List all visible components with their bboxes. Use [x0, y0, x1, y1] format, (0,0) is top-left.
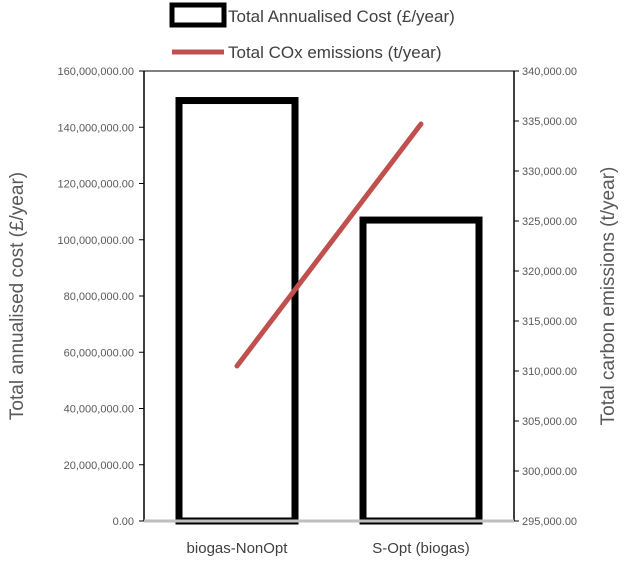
legend-swatch-cost: [169, 2, 227, 28]
right-axis-title: Total carbon emissions (t/year): [598, 167, 619, 426]
legend: Total Annualised Cost (£/year) Total COx…: [169, 2, 455, 62]
right-tick-label: 340,000.00: [522, 66, 577, 78]
right-tick-label: 310,000.00: [522, 366, 577, 378]
right-axis-ticks: 295,000.00 300,000.00 305,000.00 310,000.00…: [514, 66, 577, 528]
left-axis-ticks: 0.00 20,000,000.00 40,000,000.00 60,000,000…: [58, 66, 144, 528]
left-tick-label: 80,000,000.00: [64, 291, 134, 303]
right-tick-label: 300,000.00: [522, 466, 577, 478]
right-tick-label: 325,000.00: [522, 216, 577, 228]
category-label-s-opt-biogas: S-Opt (biogas): [372, 540, 470, 557]
bar-s-opt-biogas: [359, 216, 483, 525]
left-axis-title: Total annualised cost (£/year): [7, 172, 28, 420]
right-tick-label: 305,000.00: [522, 416, 577, 428]
right-tick-label: 315,000.00: [522, 316, 577, 328]
right-tick-label: 295,000.00: [522, 516, 577, 528]
left-tick-label: 60,000,000.00: [64, 347, 134, 359]
left-tick-label: 0.00: [113, 516, 134, 528]
legend-label-cost: Total Annualised Cost (£/year): [228, 7, 455, 26]
bar-biogas-nonopt: [175, 97, 299, 525]
left-tick-label: 140,000,000.00: [58, 122, 134, 134]
right-tick-label: 320,000.00: [522, 266, 577, 278]
right-tick-label: 330,000.00: [522, 166, 577, 178]
left-tick-label: 40,000,000.00: [64, 404, 134, 416]
emissions-line: [234, 121, 424, 369]
legend-label-emissions: Total COx emissions (t/year): [228, 43, 442, 62]
left-tick-label: 20,000,000.00: [64, 460, 134, 472]
left-tick-label: 120,000,000.00: [58, 179, 134, 191]
left-tick-label: 160,000,000.00: [58, 66, 134, 78]
left-tick-label: 100,000,000.00: [58, 235, 134, 247]
category-label-biogas-nonopt: biogas-NonOpt: [187, 540, 289, 557]
right-tick-label: 335,000.00: [522, 116, 577, 128]
